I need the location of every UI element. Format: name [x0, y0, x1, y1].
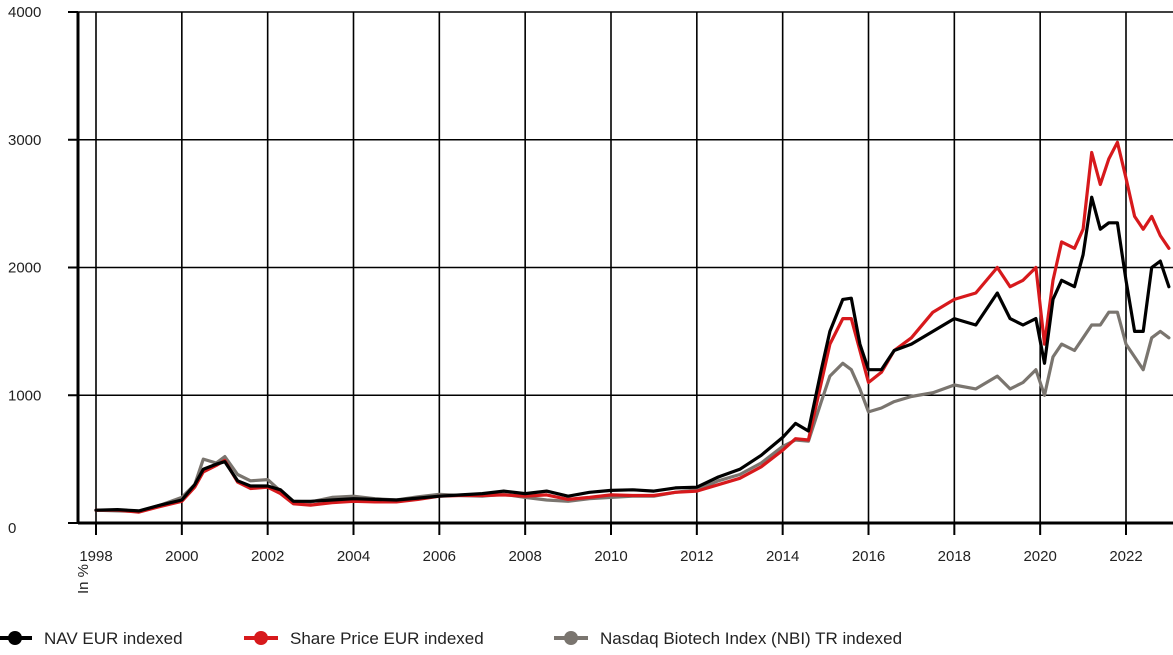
y-tick-label: 3000	[8, 132, 41, 149]
y-tick-label: 0	[8, 520, 16, 537]
x-tick-label: 2014	[766, 548, 799, 565]
y-tick-label: 4000	[8, 4, 41, 21]
series-line-1	[94, 140, 1171, 514]
series-line-0	[94, 195, 1171, 513]
y-axis-label: In %	[75, 564, 92, 594]
y-tick-label: 2000	[8, 260, 41, 277]
legend-swatch-marker	[8, 631, 22, 645]
legend-label: NAV EUR indexed	[44, 629, 183, 648]
x-tick-label: 1998	[79, 548, 112, 565]
x-tick-labels: 1998 2000 2002 2004 2006 2008 2010 2012 2014 2016…	[79, 548, 1142, 565]
x-tick-label: 2018	[938, 548, 971, 565]
x-tick-label: 2012	[680, 548, 713, 565]
x-tick-label: 2006	[423, 548, 456, 565]
legend-label: Share Price EUR indexed	[290, 629, 484, 648]
x-tick-label: 2004	[337, 548, 370, 565]
legend-label: Nasdaq Biotech Index (NBI) TR indexed	[600, 629, 902, 648]
y-tick-label: 1000	[8, 387, 41, 404]
series-lines	[94, 140, 1171, 514]
x-tick-label: 2022	[1109, 548, 1142, 565]
x-tick-label: 2016	[852, 548, 885, 565]
legend-swatch-marker	[254, 631, 268, 645]
legend: NAV EUR indexed Share Price EUR indexed Na…	[0, 629, 902, 648]
x-tick-label: 2010	[594, 548, 627, 565]
grid-lines	[78, 11, 1173, 525]
x-tick-label: 2020	[1023, 548, 1056, 565]
series-line-2	[94, 310, 1171, 514]
x-tick-label: 2002	[251, 548, 284, 565]
x-tick-label: 2008	[508, 548, 541, 565]
axes	[68, 11, 1127, 535]
y-tick-labels: 0 1000 2000 3000 4000	[8, 4, 41, 537]
x-tick-label: 2000	[165, 548, 198, 565]
legend-swatch-marker	[564, 631, 578, 645]
